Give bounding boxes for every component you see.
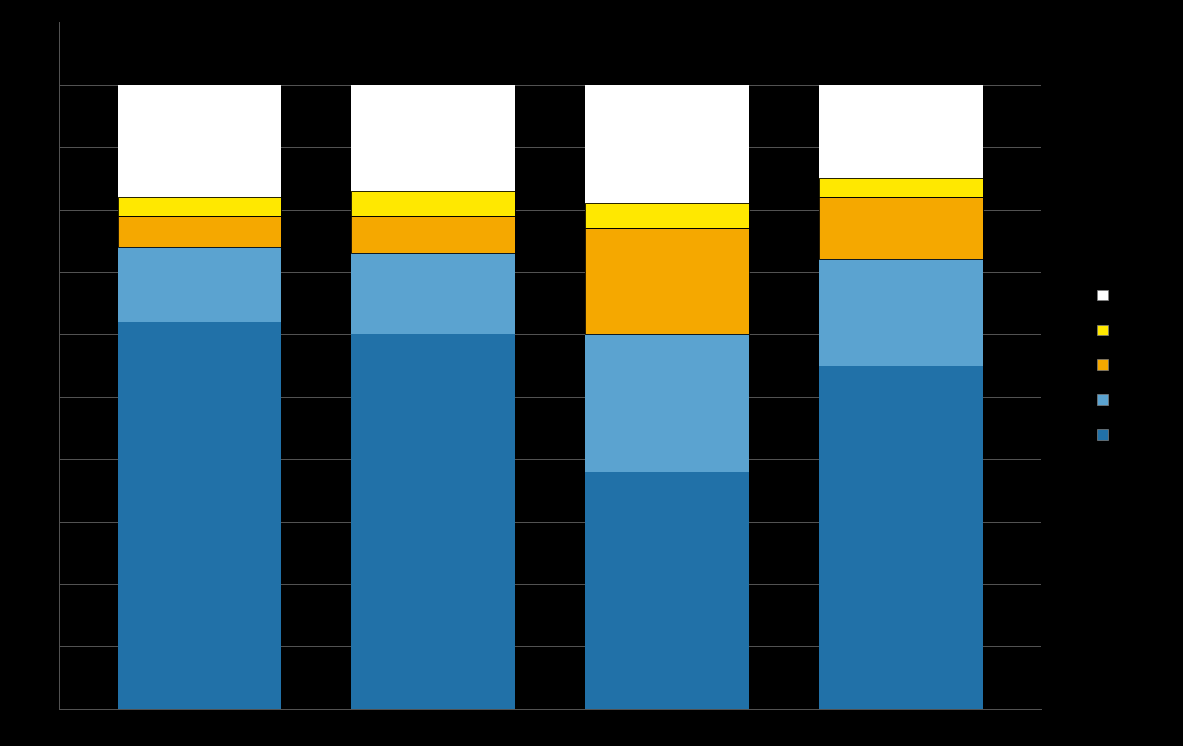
Bar — [351, 216, 515, 253]
Bar — [351, 191, 515, 216]
Bar — [117, 85, 282, 197]
Bar — [819, 178, 983, 197]
Bar — [586, 85, 749, 204]
Bar — [586, 228, 749, 334]
Bar — [117, 216, 282, 247]
Bar — [117, 197, 282, 216]
Bar — [586, 204, 749, 228]
Bar — [351, 191, 515, 216]
Bar — [586, 334, 749, 471]
Bar — [819, 197, 983, 260]
Bar — [351, 216, 515, 253]
Bar — [351, 85, 515, 191]
Bar — [819, 85, 983, 178]
Bar — [351, 334, 515, 709]
Bar — [819, 366, 983, 709]
Bar — [351, 253, 515, 334]
Bar — [117, 216, 282, 247]
Bar — [819, 178, 983, 197]
Bar — [117, 197, 282, 216]
Legend: , , , , : , , , , — [1098, 289, 1113, 442]
Bar — [117, 247, 282, 322]
Bar — [819, 260, 983, 366]
Bar — [586, 204, 749, 228]
Bar — [819, 197, 983, 260]
Bar — [586, 471, 749, 709]
Bar — [117, 322, 282, 709]
Bar — [586, 228, 749, 334]
